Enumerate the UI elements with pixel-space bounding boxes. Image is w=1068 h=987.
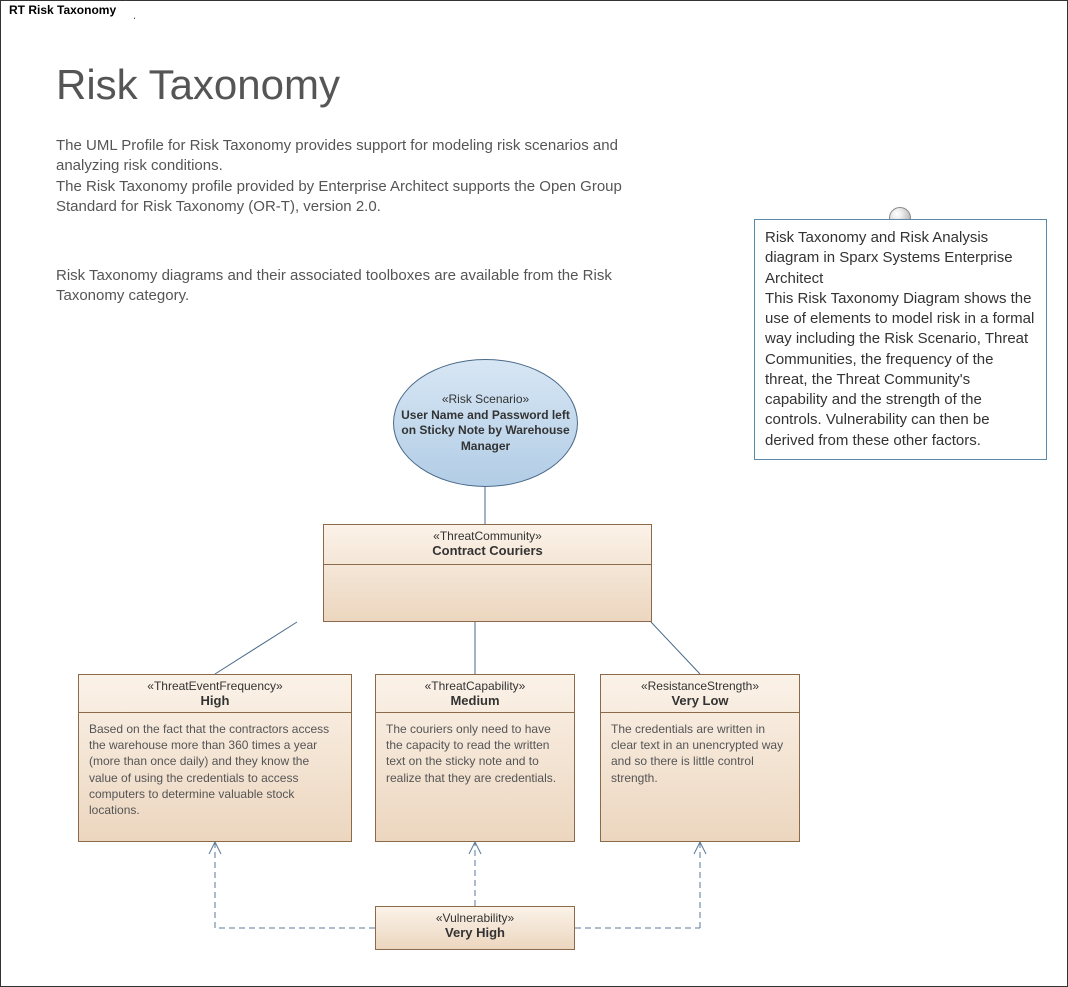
capability-header: «ThreatCapability» Medium <box>376 675 574 713</box>
threat-community-stereotype: «ThreatCommunity» <box>330 529 645 543</box>
resistance-body: The credentials are written in clear tex… <box>601 713 799 794</box>
threat-community-header: «ThreatCommunity» Contract Couriers <box>324 525 651 565</box>
vulnerability-stereotype: «Vulnerability» <box>382 911 568 925</box>
risk-scenario-stereotype: «Risk Scenario» <box>400 392 571 406</box>
frequency-name: High <box>85 693 345 708</box>
diagram-title: Risk Taxonomy <box>56 61 340 109</box>
capability-body: The couriers only need to have the capac… <box>376 713 574 794</box>
description-2: Risk Taxonomy diagrams and their associa… <box>56 266 656 307</box>
risk-scenario-name: User Name and Password left on Sticky No… <box>400 408 571 455</box>
frequency-stereotype: «ThreatEventFrequency» <box>85 679 345 693</box>
description-1: The UML Profile for Risk Taxonomy provid… <box>56 136 676 217</box>
frame-tab: RT Risk Taxonomy <box>0 0 135 19</box>
capability-stereotype: «ThreatCapability» <box>382 679 568 693</box>
threat-capability-node[interactable]: «ThreatCapability» Medium The couriers o… <box>375 674 575 842</box>
vulnerability-node[interactable]: «Vulnerability» Very High <box>375 906 575 950</box>
threat-community-name: Contract Couriers <box>330 543 645 558</box>
threat-event-frequency-node[interactable]: «ThreatEventFrequency» High Based on the… <box>78 674 352 842</box>
resistance-header: «ResistanceStrength» Very Low <box>601 675 799 713</box>
risk-scenario-node[interactable]: «Risk Scenario» User Name and Password l… <box>393 359 578 487</box>
threat-community-body <box>324 565 651 581</box>
frequency-body: Based on the fact that the contractors a… <box>79 713 351 826</box>
vulnerability-name: Very High <box>382 925 568 940</box>
note-box: Risk Taxonomy and Risk Analysis diagram … <box>754 219 1047 460</box>
vulnerability-header: «Vulnerability» Very High <box>376 907 574 944</box>
capability-name: Medium <box>382 693 568 708</box>
resistance-strength-node[interactable]: «ResistanceStrength» Very Low The creden… <box>600 674 800 842</box>
threat-community-node[interactable]: «ThreatCommunity» Contract Couriers <box>323 524 652 622</box>
resistance-name: Very Low <box>607 693 793 708</box>
diagram-frame: RT Risk Taxonomy Risk Taxonomy The UML P… <box>0 0 1068 987</box>
frequency-header: «ThreatEventFrequency» High <box>79 675 351 713</box>
resistance-stereotype: «ResistanceStrength» <box>607 679 793 693</box>
